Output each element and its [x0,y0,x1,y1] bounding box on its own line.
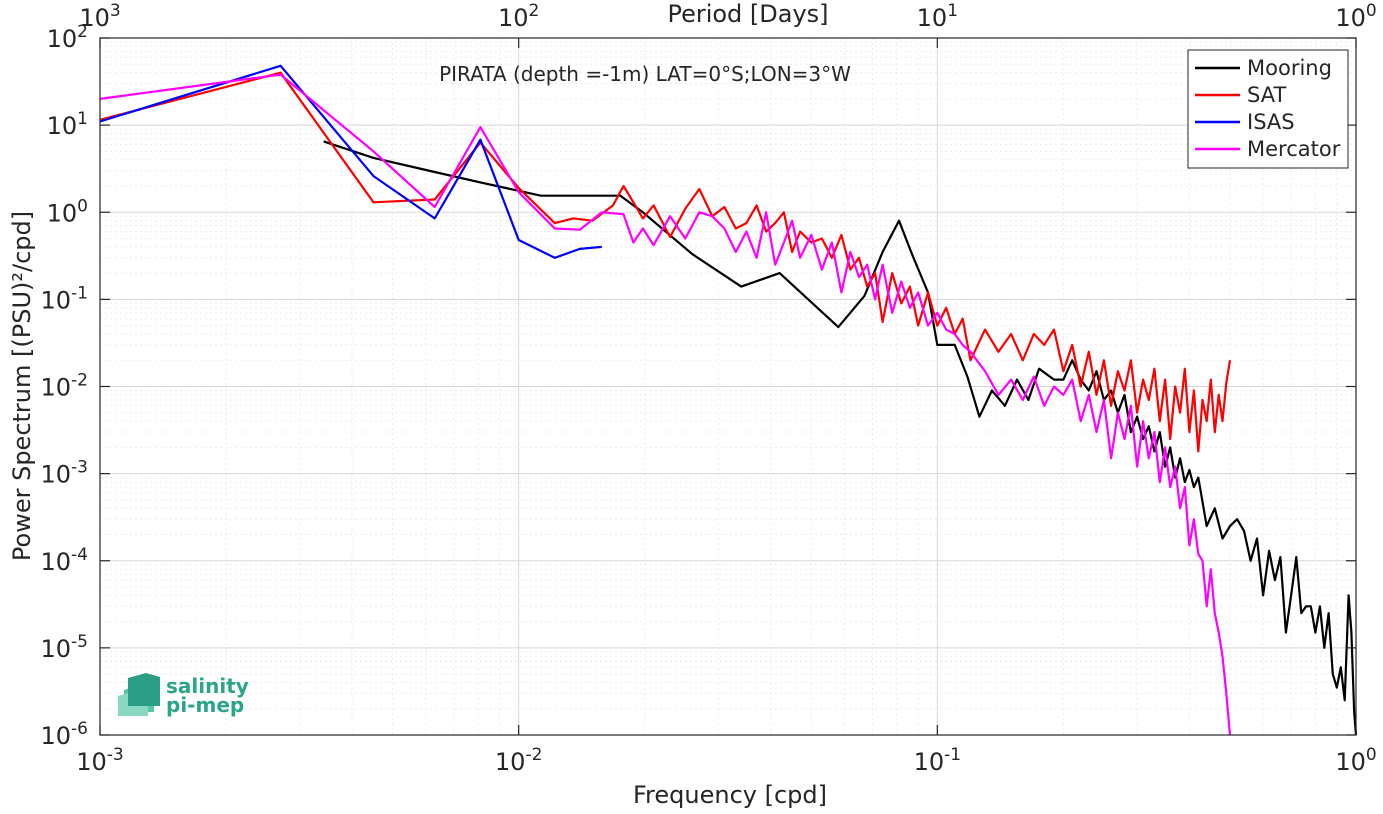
x-axis-label: Frequency [cpd] [633,781,827,809]
logo-line-1: salinity [166,674,249,698]
series-group [99,64,1358,736]
salinity-pi-mep-logo: salinity pi-mep [118,673,249,717]
logo-line-2: pi-mep [166,693,244,717]
legend-label-mercator: Mercator [1247,137,1341,161]
y-tick-label: 10-1 [41,283,89,314]
series-line-mooring [323,140,1358,736]
top-axis-label: Period [Days] [667,0,828,28]
y-axis-label: Power Spectrum [(PSU)²/cpd] [8,211,36,561]
series-line-sat [99,71,1232,453]
series-line-mercator [99,73,1232,736]
legend-label-mooring: Mooring [1247,56,1332,80]
series-line-isas [99,64,602,259]
legend-label-isas: ISAS [1247,110,1295,134]
legend: Mooring SAT ISAS Mercator [1187,49,1349,169]
chart-title: PIRATA (depth =-1m) LAT=0°S;LON=3°W [439,62,851,86]
legend-label-sat: SAT [1247,83,1286,107]
